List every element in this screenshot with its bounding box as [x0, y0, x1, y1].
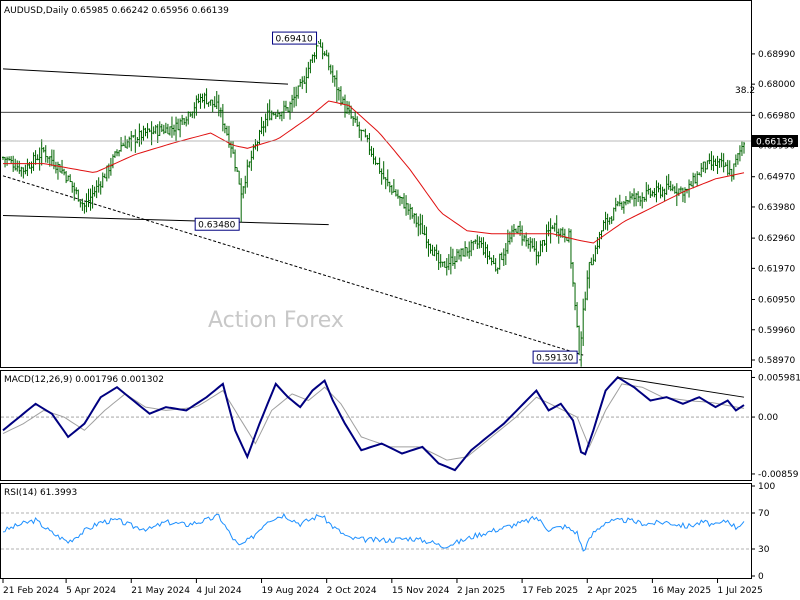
rsi-line-path	[2, 513, 745, 552]
price-annotation-label: 0.59130	[536, 354, 573, 364]
price-panel	[0, 0, 752, 368]
rsi-y-tick-label: 30	[758, 545, 770, 555]
sma-line	[3, 100, 745, 244]
price-panel-title: AUDUSD,Daily 0.65985 0.66242 0.65956 0.6…	[4, 6, 229, 16]
rsi-line	[1, 512, 751, 552]
price-annotation-label: 0.69410	[276, 35, 313, 45]
watermark: Action Forex	[208, 308, 344, 333]
rsi-y-tick-label: 100	[758, 482, 775, 492]
fib-label: 38.2	[735, 86, 755, 96]
price-y-tick-label: 0.66980	[758, 111, 795, 121]
price-annotation-box	[532, 350, 578, 364]
rsi-panel-title: RSI(14) 61.3993	[4, 488, 77, 498]
macd-lines	[1, 376, 751, 472]
macd-panel-title: MACD(12,26,9) 0.001796 0.001302	[4, 375, 164, 385]
price-y-axis: 0.689900.680000.669800.659900.649700.639…	[751, 50, 795, 366]
moving-average	[3, 100, 745, 244]
x-tick-label: 15 Nov 2024	[392, 586, 450, 596]
trendline	[2, 215, 329, 226]
price-annotations: 0.69410 0.63480 0.59130	[194, 31, 578, 364]
rsi-y-axis: 100 70 30 0	[751, 482, 775, 582]
price-annotation-label: 0.63480	[198, 221, 235, 231]
x-tick-label: 21 Feb 2024	[3, 586, 59, 596]
macd-panel	[0, 370, 752, 481]
price-y-tick-label: 0.64970	[758, 173, 795, 183]
macd-trendline	[617, 376, 745, 398]
x-tick-label: 21 May 2024	[131, 586, 190, 596]
macd-y-tick-label: -0.00859	[758, 470, 799, 480]
price-y-tick-label: 0.60950	[758, 296, 795, 306]
rsi-y-tick-label: 0	[758, 572, 764, 582]
x-tick-label: 19 Aug 2024	[262, 586, 320, 596]
x-tick-label: 2 Oct 2024	[327, 586, 377, 596]
price-annotation-box	[272, 31, 318, 45]
current-price: 0.66139	[1, 135, 798, 148]
price-y-tick-label: 0.62960	[758, 234, 795, 244]
price-bars	[2, 38, 745, 367]
trendline	[2, 175, 584, 356]
x-tick-label: 16 May 2025	[652, 586, 711, 596]
price-y-tick-label: 0.61970	[758, 264, 795, 274]
price-y-tick-label: 0.68990	[758, 50, 795, 60]
macd-y-tick-label: 0.005981	[758, 373, 800, 383]
rsi-y-tick-label: 70	[758, 509, 770, 519]
x-tick-label: 4 Jul 2024	[196, 586, 241, 596]
x-tick-label: 5 Apr 2024	[66, 586, 116, 596]
x-tick-label: 2 Jan 2025	[457, 586, 505, 596]
price-y-tick-label: 0.59960	[758, 326, 795, 336]
time-axis: 21 Feb 2024 5 Apr 2024 21 May 2024 4 Jul 20…	[2, 579, 763, 596]
rsi-panel	[0, 483, 752, 579]
price-y-tick-label: 0.63980	[758, 203, 795, 213]
trendlines	[2, 68, 584, 356]
current-price-label: 0.66139	[756, 138, 793, 148]
price-annotation-box	[194, 217, 240, 231]
macd-main-line	[2, 376, 745, 472]
macd-y-axis: 0.005981 0.00 -0.00859	[751, 373, 800, 480]
x-tick-label: 17 Feb 2025	[522, 586, 578, 596]
trendline	[2, 68, 289, 85]
macd-y-tick-label: 0.00	[758, 413, 778, 423]
price-y-tick-label: 0.68000	[758, 80, 795, 90]
x-tick-label: 2 Apr 2025	[587, 586, 637, 596]
price-y-tick-label: 0.58970	[758, 356, 795, 366]
x-tick-label: 1 Jul 2025	[718, 586, 763, 596]
current-price-tag	[752, 135, 798, 148]
